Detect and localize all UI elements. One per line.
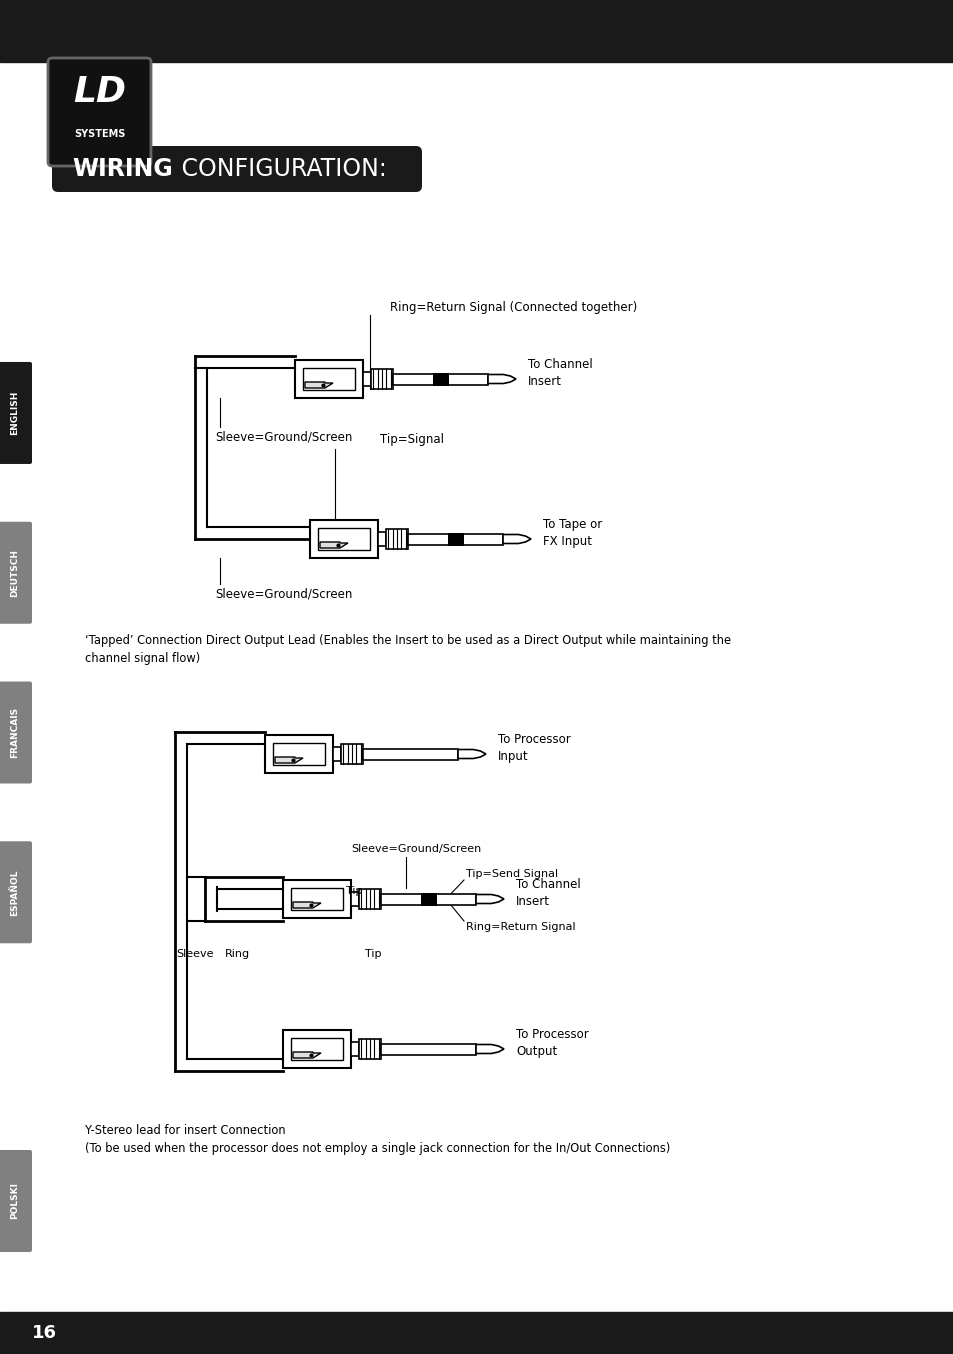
Bar [283,1030,351,1068]
Bar [291,888,343,910]
Text: (To be used when the processor does not employ a single jack connection for the : (To be used when the processor does not … [85,1141,670,1155]
Text: To Tape or
FX Input: To Tape or FX Input [542,519,601,548]
FancyBboxPatch shape [0,841,32,944]
Text: ENGLISH: ENGLISH [10,391,19,435]
Bar [333,747,340,761]
Text: Sleeve=Ground/Screen: Sleeve=Ground/Screen [214,431,352,444]
FancyBboxPatch shape [0,1150,32,1252]
Polygon shape [274,757,303,764]
Text: LD: LD [73,74,126,110]
Text: To Channel
Insert: To Channel Insert [516,877,580,909]
Polygon shape [293,1052,320,1057]
Text: Sleeve=Ground/Screen: Sleeve=Ground/Screen [214,588,352,601]
Polygon shape [293,902,320,909]
Text: Y-Stereo lead for insert Connection: Y-Stereo lead for insert Connection [85,1124,285,1137]
Text: Ring=Return Signal (Connected together): Ring=Return Signal (Connected together) [390,301,637,314]
Bar [433,372,449,386]
Text: SYSTEMS: SYSTEMS [73,129,125,139]
Bar [340,743,363,764]
Bar [408,533,502,544]
Text: Tip=Send Signal: Tip=Send Signal [465,869,558,879]
Bar [371,370,393,389]
Bar [393,374,488,385]
FancyBboxPatch shape [0,362,32,464]
Polygon shape [476,895,503,903]
Text: To Channel
Insert: To Channel Insert [527,357,592,389]
Bar [351,1043,358,1056]
Bar [310,520,377,558]
Bar [0,1312,953,1354]
Text: To Processor
Output: To Processor Output [516,1028,588,1057]
Text: channel signal flow): channel signal flow) [85,653,200,665]
FancyBboxPatch shape [48,58,151,167]
Polygon shape [319,542,348,548]
Bar [283,880,351,918]
Text: Tip: Tip [364,949,381,959]
Bar [363,372,371,386]
Bar [377,532,386,546]
Bar [447,532,463,546]
Text: Tip: Tip [346,886,362,896]
Bar [363,749,457,760]
Bar [317,528,370,550]
Text: ‘Tapped’ Connection Direct Output Lead (Enables the Insert to be used as a Direc: ‘Tapped’ Connection Direct Output Lead (… [85,634,730,647]
Polygon shape [476,1044,503,1053]
Bar [380,894,476,904]
FancyBboxPatch shape [52,146,421,192]
Text: WIRING: WIRING [71,157,172,181]
Bar [380,1044,476,1055]
Text: Sleeve=Ground/Screen: Sleeve=Ground/Screen [351,844,480,854]
Bar [0,0,953,62]
Bar [294,360,363,398]
Bar [358,890,380,909]
Polygon shape [457,750,485,758]
Polygon shape [502,535,531,543]
Polygon shape [305,382,333,389]
Bar [273,743,325,765]
Text: Ring=Return Signal: Ring=Return Signal [465,922,575,932]
Text: CONFIGURATION:: CONFIGURATION: [173,157,386,181]
Text: Ring: Ring [224,949,250,959]
Bar [420,892,436,906]
Bar [358,1039,380,1059]
Bar [351,892,358,906]
Text: FRANCAIS: FRANCAIS [10,707,19,758]
Text: 16: 16 [32,1324,57,1342]
Bar [291,1039,343,1060]
Bar [303,368,355,390]
Bar [386,529,408,548]
FancyBboxPatch shape [0,521,32,624]
Bar [265,735,333,773]
Text: Sleeve: Sleeve [176,949,213,959]
Text: To Processor
Input: To Processor Input [497,733,570,764]
Polygon shape [488,375,516,383]
Text: ESPAÑOL: ESPAÑOL [10,869,19,915]
Text: Tip=Signal: Tip=Signal [379,432,443,445]
Text: DEUTSCH: DEUTSCH [10,548,19,597]
FancyBboxPatch shape [0,681,32,784]
Text: POLSKI: POLSKI [10,1182,19,1220]
